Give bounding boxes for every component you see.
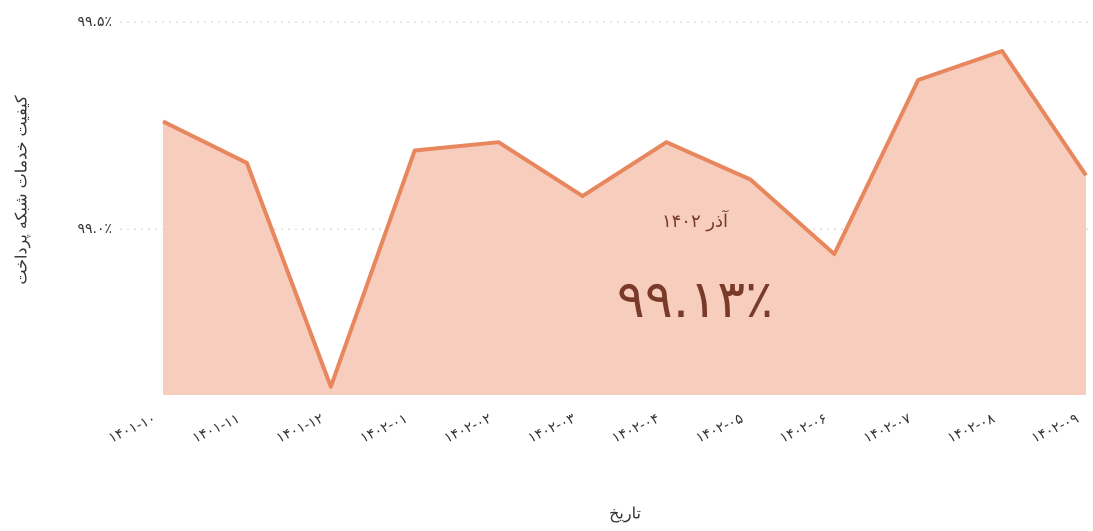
x-tick-label: ۱۴۰۲-۰۲ [442, 411, 494, 447]
y-tick-label: ۹۹.۰٪ [77, 221, 112, 237]
x-tick-label: ۱۴۰۲-۰۴ [610, 411, 662, 447]
x-tick-label: ۱۴۰۲-۰۱ [358, 411, 410, 447]
x-axis-title: تاریخ [609, 504, 641, 524]
area-fill [163, 51, 1086, 396]
x-tick-label: ۱۴۰۲-۰۹ [1029, 411, 1081, 447]
annotation-date: آذر ۱۴۰۲ [662, 209, 729, 232]
line [162, 49, 1088, 389]
y-axis-title: کیفیت خدمات شبکه پرداخت [12, 95, 32, 285]
x-tick-label: ۱۴۰۲-۰۷ [861, 411, 914, 447]
x-tick-label: ۱۴۰۲-۰۳ [526, 411, 579, 447]
x-tick-label: ۱۴۰۲-۰۸ [945, 411, 998, 447]
x-tick-label: ۱۴۰۱-۱۱ [190, 411, 242, 447]
x-tick-label: ۱۴۰۲-۰۶ [777, 411, 829, 447]
x-tick-label: ۱۴۰۱-۱۲ [274, 411, 326, 447]
y-tick-label: ۹۹.۵٪ [77, 14, 112, 30]
x-tick-label: ۱۴۰۱-۱۰ [106, 411, 158, 447]
x-tick-label: ۱۴۰۲-۰۵ [694, 411, 746, 447]
annotation-value: ۹۹.۱۳٪ [617, 270, 773, 330]
